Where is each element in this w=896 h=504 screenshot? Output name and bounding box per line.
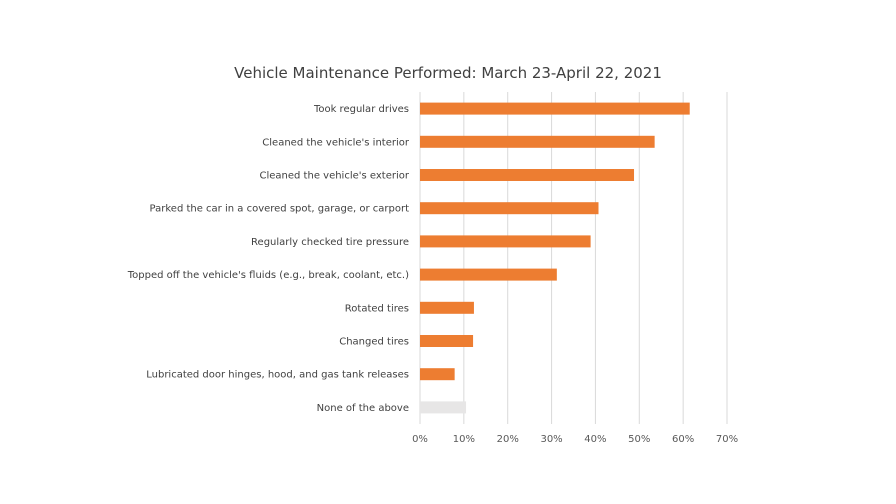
category-label: Changed tires [339,337,409,348]
bar [420,235,591,248]
x-tick-label: 70% [716,434,738,445]
category-label: Regularly checked tire pressure [251,237,409,248]
category-label: Parked the car in a covered spot, garage… [150,204,410,215]
x-tick-label: 60% [672,434,694,445]
category-label: Cleaned the vehicle's interior [262,137,410,148]
x-tick-label: 50% [628,434,650,445]
category-labels: Took regular drives Cleaned the vehicle's… [127,104,410,414]
x-tick-label: 30% [540,434,562,445]
category-label: Rotated tires [345,303,409,314]
bars [420,102,690,414]
x-tick-label: 40% [584,434,606,445]
chart-title: Vehicle Maintenance Performed: March 23-… [234,64,662,82]
x-tick-label: 10% [453,434,475,445]
bar [420,368,455,381]
category-label: Topped off the vehicle's fluids (e.g., b… [127,270,409,281]
bar [420,335,474,347]
bar [420,135,655,148]
bar [420,401,467,414]
bar [420,102,690,115]
x-tick-label: 20% [497,434,519,445]
category-label: Cleaned the vehicle's exterior [260,171,410,182]
category-label: Lubricated door hinges, hood, and gas ta… [146,370,409,381]
bar [420,169,635,181]
bar [420,202,599,215]
bar [420,268,557,281]
bar [420,301,474,314]
x-tick-label: 0% [412,434,428,445]
category-label: None of the above [317,403,409,414]
x-axis-tick-labels: 0% 10% 20% 30% 40% 50% 60% 70% [412,434,738,445]
category-label: Took regular drives [313,104,409,115]
